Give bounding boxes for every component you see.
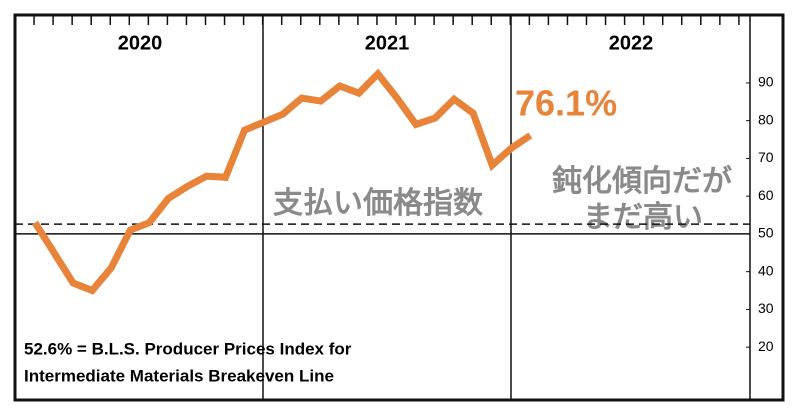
y-tick-label: 80 xyxy=(758,111,774,127)
y-tick-label: 60 xyxy=(758,187,774,203)
data-line xyxy=(32,68,533,295)
y-tick-label: 70 xyxy=(758,149,774,165)
y-tick-label: 50 xyxy=(758,225,774,241)
year-label: 2021 xyxy=(365,32,410,54)
frame xyxy=(13,13,785,402)
month-ticks xyxy=(33,15,740,25)
value-annotation: 76.1% xyxy=(515,83,617,124)
y-tick-label: 90 xyxy=(758,74,774,90)
note: 52.6% = B.L.S. Producer Prices Index for xyxy=(24,339,352,358)
year-label: 2022 xyxy=(609,32,654,54)
year-label: 2020 xyxy=(118,32,163,54)
annotation: まだ高い xyxy=(583,201,703,234)
y-tick-label: 20 xyxy=(758,338,774,354)
annotation: 支払い価格指数 xyxy=(273,187,484,220)
annotation: 鈍化傾向だが xyxy=(552,164,732,198)
y-tick-label: 40 xyxy=(758,262,774,278)
note: Intermediate Materials Breakeven Line xyxy=(24,366,334,385)
y-tick-label: 30 xyxy=(758,300,774,316)
